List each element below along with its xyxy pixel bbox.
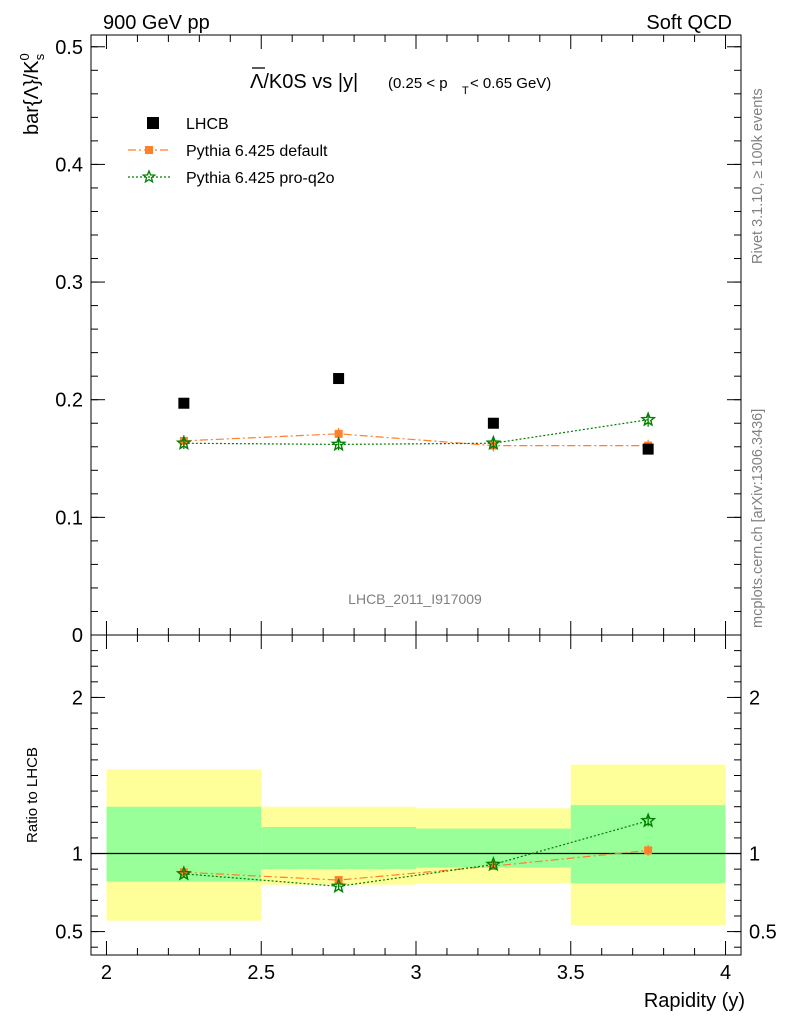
y-tick-label: 0.5 <box>55 37 83 59</box>
ratio-pythia-default-point <box>644 846 653 855</box>
x-tick-label: 4 <box>720 962 731 984</box>
analysis-watermark: LHCB_2011_I917009 <box>348 591 482 607</box>
band-green <box>261 827 416 870</box>
header-left: 900 GeV pp <box>103 12 210 34</box>
ratio-pythia-proq2o-series <box>175 812 657 894</box>
main-x-ticks <box>105 35 727 635</box>
legend: LHCB Pythia 6.425 default Pythia 6.425 p… <box>128 116 335 187</box>
ratio-pythia-proq2o-point <box>485 856 502 872</box>
x-tick-label: 3 <box>410 962 421 984</box>
ratio-pythia-proq2o-point <box>330 877 347 894</box>
ratio-y-tick-label: 2 <box>72 687 83 709</box>
legend-label-lhcb: LHCB <box>186 116 229 133</box>
pythia-proq2o-line <box>183 419 649 446</box>
pythia-default-line <box>183 433 649 447</box>
ratio-y-tick-label-right: 0.5 <box>749 922 777 944</box>
ratio-uncertainty-bands <box>106 764 726 926</box>
ratio-series <box>175 812 657 894</box>
y-tick-label: 0.1 <box>55 507 83 529</box>
ratio-y-tick-label: 1 <box>72 844 83 866</box>
pythia-proq2o-point <box>330 435 347 452</box>
ratio-pythia-default-line <box>183 849 649 881</box>
title-sub-sub: T <box>462 85 469 97</box>
mcplots-label: mcplots.cern.ch [arXiv:1306.3436] <box>750 409 766 628</box>
x-tick-label: 2 <box>101 962 112 984</box>
svg-text:bar{Λ}/K0s: bar{Λ}/K0s <box>17 53 47 135</box>
rivet-version-label: Rivet 3.1.10, ≥ 100k events <box>750 88 766 264</box>
ratio-pythia-proq2o-point <box>640 812 657 828</box>
ylabel-sup: 0 <box>17 53 32 60</box>
y-tick-label: 0.2 <box>55 390 83 412</box>
x-axis-label: Rapidity (y) <box>644 990 745 1012</box>
title-sub-close: < 0.65 GeV) <box>470 75 551 92</box>
ratio-y-ticks: 0.5 0.5 1 1 2 2 <box>55 650 777 948</box>
pythia-proq2o-point <box>485 434 502 451</box>
pythia-proq2o-point <box>640 411 657 427</box>
ylabel-sub: s <box>32 53 47 60</box>
ratio-y-tick-label-right: 1 <box>749 844 760 866</box>
main-y-label: bar{Λ}/K0s <box>17 53 47 135</box>
pythia-default-series <box>179 427 653 452</box>
legend-marker-proq2o <box>141 169 157 184</box>
lhcb-data-series <box>178 373 654 455</box>
header-right: Soft QCD <box>646 12 732 34</box>
ratio-y-tick-label: 0.5 <box>55 922 83 944</box>
lhcb-data-point <box>178 397 190 409</box>
ratio-pythia-proq2o-line <box>183 820 649 887</box>
ratio-y-label: Ratio to LHCB <box>24 747 41 843</box>
title-sub-open: (0.25 < p <box>388 75 448 92</box>
legend-label-proq2o: Pythia 6.425 pro-q2o <box>186 170 335 187</box>
main-panel: 0 0.1 0.2 0.3 0.4 0.5 Λ/K0S vs |y| (0.25 < p … <box>17 34 742 647</box>
ratio-y-tick-label-right: 2 <box>749 687 760 709</box>
y-tick-label: 0.4 <box>55 154 83 176</box>
legend-marker-lhcb <box>147 117 159 129</box>
ratio-pythia-proq2o-point <box>175 865 192 881</box>
title-main: Λ/K0S vs |y| <box>250 71 358 93</box>
y-tick-label: 0.3 <box>55 272 83 294</box>
lhcb-data-point <box>487 417 499 429</box>
y-tick-label: 0 <box>72 625 83 647</box>
ratio-x-ticks: 2 2.5 3 3.5 4 <box>101 635 731 984</box>
lhcb-data-point <box>333 373 345 385</box>
ratio-panel: 0.5 0.5 1 1 2 2 2 2.5 3 3.5 4 Ratio to LHCB Rapid… <box>24 634 777 1012</box>
ylabel-main: bar{Λ}/K <box>21 60 43 135</box>
pythia-proq2o-series <box>175 411 657 452</box>
pythia-default-point <box>334 429 343 438</box>
pythia-proq2o-point <box>175 434 192 451</box>
x-tick-label: 3.5 <box>557 962 585 984</box>
x-tick-label: 2.5 <box>247 962 275 984</box>
plot-title: Λ/K0S vs |y| (0.25 < p T < 0.65 GeV) <box>250 67 551 97</box>
main-series <box>175 373 657 455</box>
legend-marker-default <box>145 146 153 154</box>
legend-label-default: Pythia 6.425 default <box>186 143 328 160</box>
lhcb-data-point <box>642 443 654 455</box>
